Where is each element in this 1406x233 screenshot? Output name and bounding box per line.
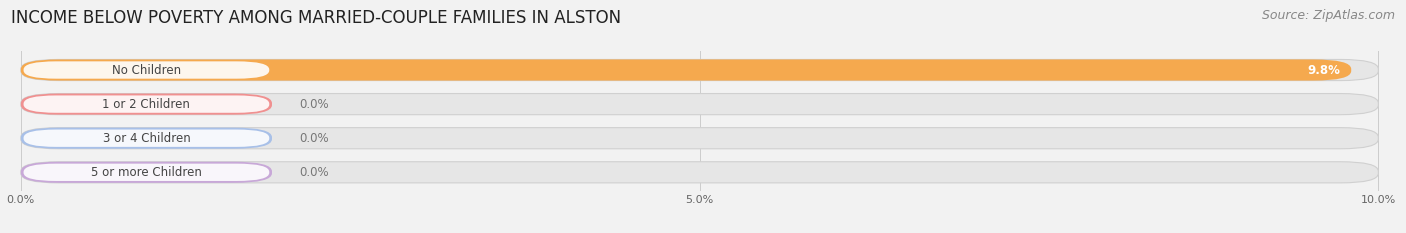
FancyBboxPatch shape: [21, 59, 1351, 81]
Text: 9.8%: 9.8%: [1308, 64, 1340, 76]
FancyBboxPatch shape: [21, 162, 1378, 183]
Text: INCOME BELOW POVERTY AMONG MARRIED-COUPLE FAMILIES IN ALSTON: INCOME BELOW POVERTY AMONG MARRIED-COUPL…: [11, 9, 621, 27]
FancyBboxPatch shape: [24, 61, 270, 79]
FancyBboxPatch shape: [21, 93, 271, 115]
FancyBboxPatch shape: [21, 128, 271, 149]
Text: 1 or 2 Children: 1 or 2 Children: [103, 98, 190, 111]
FancyBboxPatch shape: [24, 164, 270, 181]
Text: 0.0%: 0.0%: [299, 98, 329, 111]
FancyBboxPatch shape: [21, 162, 271, 183]
Text: 0.0%: 0.0%: [299, 166, 329, 179]
Text: No Children: No Children: [112, 64, 181, 76]
FancyBboxPatch shape: [21, 59, 1378, 81]
Text: 0.0%: 0.0%: [299, 132, 329, 145]
Text: Source: ZipAtlas.com: Source: ZipAtlas.com: [1261, 9, 1395, 22]
FancyBboxPatch shape: [21, 93, 1378, 115]
FancyBboxPatch shape: [24, 96, 270, 113]
Text: 3 or 4 Children: 3 or 4 Children: [103, 132, 190, 145]
Text: 5 or more Children: 5 or more Children: [91, 166, 202, 179]
FancyBboxPatch shape: [24, 130, 270, 147]
FancyBboxPatch shape: [21, 128, 1378, 149]
